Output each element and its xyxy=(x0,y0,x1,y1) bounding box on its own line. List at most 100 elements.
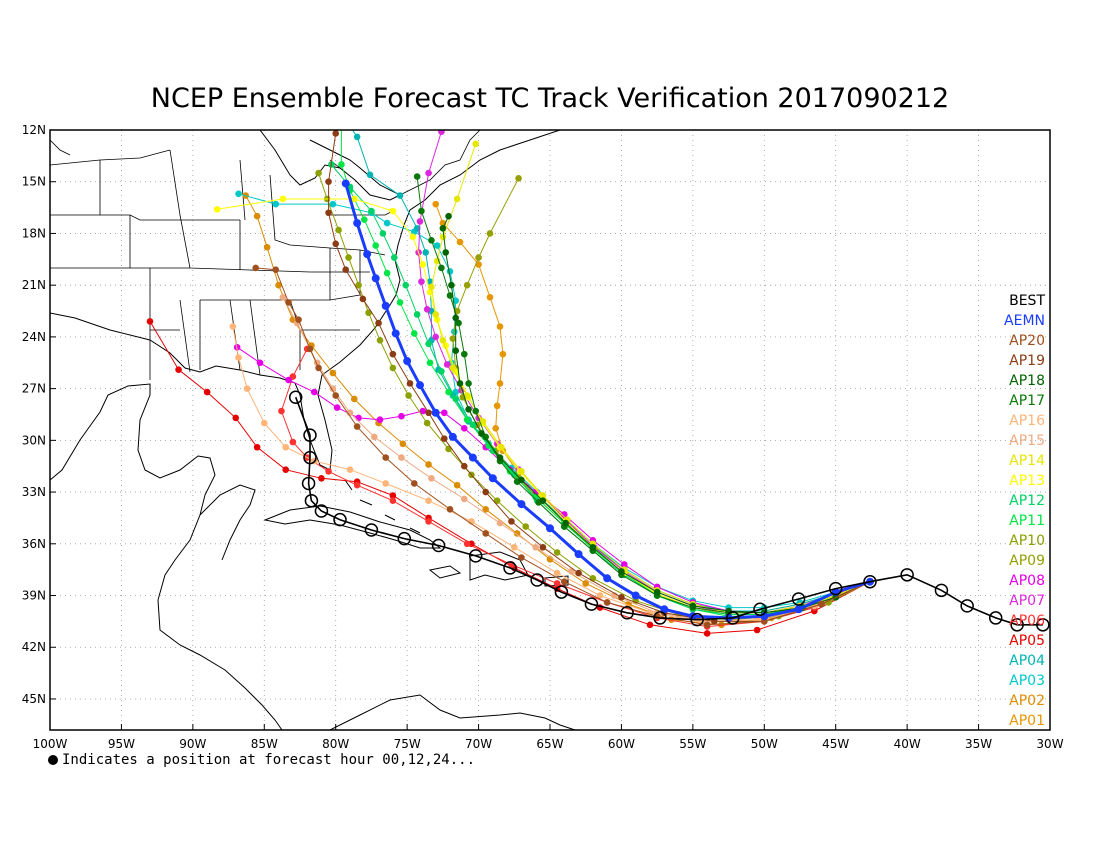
position-marker xyxy=(446,268,454,275)
position-marker xyxy=(518,554,525,561)
position-marker xyxy=(396,299,404,306)
position-marker xyxy=(432,311,440,318)
position-marker xyxy=(355,281,362,289)
position-marker xyxy=(405,392,412,399)
position-marker xyxy=(306,345,314,353)
lat-tick-label: 27N xyxy=(22,382,46,396)
position-marker xyxy=(350,195,358,203)
position-marker xyxy=(438,264,445,272)
position-marker xyxy=(448,432,457,441)
lon-tick-label: 65W xyxy=(536,737,563,751)
legend-item-ap15: AP15 xyxy=(1009,433,1045,449)
position-marker xyxy=(256,359,264,367)
position-marker xyxy=(449,335,457,342)
position-marker xyxy=(382,480,390,487)
lat-tick-label: 39N xyxy=(22,589,46,603)
position-marker xyxy=(342,266,350,273)
position-marker xyxy=(472,140,480,148)
position-marker xyxy=(279,293,287,301)
position-marker xyxy=(423,419,431,427)
position-marker xyxy=(539,492,547,499)
position-marker xyxy=(432,200,440,208)
position-marker xyxy=(263,243,271,251)
position-marker xyxy=(310,388,318,396)
position-marker xyxy=(532,543,540,551)
position-marker xyxy=(428,474,435,482)
position-marker xyxy=(456,380,464,387)
position-marker xyxy=(389,350,397,358)
position-marker xyxy=(279,195,287,203)
lon-tick-label: 85W xyxy=(251,737,278,751)
position-marker xyxy=(335,226,342,234)
position-marker xyxy=(425,518,432,525)
position-marker xyxy=(653,588,661,596)
lat-tick-label: 18N xyxy=(22,226,46,240)
position-marker xyxy=(289,438,297,446)
position-marker xyxy=(518,476,525,484)
position-marker xyxy=(350,395,358,403)
legend-item-ap03: AP03 xyxy=(1009,673,1045,689)
position-marker xyxy=(419,261,427,268)
position-marker xyxy=(272,200,280,208)
position-marker xyxy=(413,311,421,318)
position-marker xyxy=(453,195,461,203)
track-ap20 xyxy=(252,264,874,629)
position-marker xyxy=(375,319,382,327)
position-marker xyxy=(539,497,547,504)
position-marker xyxy=(332,240,340,248)
position-marker xyxy=(383,269,391,277)
position-dot-icon xyxy=(48,755,58,765)
position-marker xyxy=(433,242,441,249)
yucatan xyxy=(199,484,256,561)
position-marker xyxy=(486,230,494,237)
position-marker xyxy=(341,179,350,188)
position-marker xyxy=(278,407,285,415)
position-marker xyxy=(475,254,482,261)
position-marker xyxy=(472,407,480,415)
position-marker xyxy=(460,350,468,358)
position-marker xyxy=(426,359,434,367)
position-marker xyxy=(460,495,468,503)
position-marker xyxy=(431,408,440,417)
position-marker xyxy=(275,281,282,289)
track-best xyxy=(288,390,1050,632)
position-marker xyxy=(428,237,435,244)
position-marker xyxy=(463,281,471,289)
position-marker xyxy=(439,233,447,241)
position-marker xyxy=(398,454,405,461)
position-marker xyxy=(383,219,391,227)
position-marker xyxy=(486,293,494,301)
position-marker xyxy=(438,368,445,375)
lon-tick-label: 70W xyxy=(465,737,492,751)
position-marker xyxy=(703,630,711,637)
position-marker xyxy=(468,453,477,462)
position-marker xyxy=(285,299,292,306)
track-line xyxy=(280,348,871,628)
position-marker xyxy=(463,392,471,399)
lon-tick-label: 50W xyxy=(751,737,778,751)
position-marker xyxy=(425,461,432,468)
legend-item-ap06: AP06 xyxy=(1009,613,1045,629)
position-marker xyxy=(618,593,625,601)
legend-item-ap08: AP08 xyxy=(1009,573,1045,589)
position-marker xyxy=(439,224,447,232)
hispaniola xyxy=(469,551,529,581)
position-marker xyxy=(703,621,711,629)
position-marker xyxy=(376,337,384,344)
position-marker xyxy=(203,388,211,396)
position-marker xyxy=(440,409,448,417)
position-marker xyxy=(560,578,568,586)
position-marker xyxy=(371,274,380,283)
position-marker xyxy=(479,418,487,425)
legend-item-ap18: AP18 xyxy=(1009,373,1045,389)
position-marker xyxy=(620,561,628,568)
position-marker xyxy=(488,474,497,483)
position-marker xyxy=(382,454,390,461)
legend-item-ap10: AP10 xyxy=(1009,533,1045,549)
position-marker xyxy=(325,468,332,475)
position-marker xyxy=(353,481,361,489)
position-marker xyxy=(329,369,337,377)
position-marker xyxy=(465,380,472,387)
position-marker xyxy=(445,212,452,220)
position-marker xyxy=(482,488,490,496)
